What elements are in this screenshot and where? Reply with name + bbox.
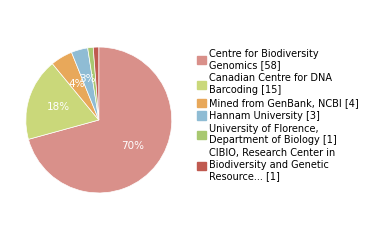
Wedge shape xyxy=(71,48,99,120)
Text: 18%: 18% xyxy=(47,102,70,112)
Wedge shape xyxy=(26,64,99,139)
Wedge shape xyxy=(88,47,99,120)
Text: 70%: 70% xyxy=(121,141,144,151)
Text: 3%: 3% xyxy=(79,74,96,84)
Text: 4%: 4% xyxy=(69,79,86,89)
Legend: Centre for Biodiversity
Genomics [58], Canadian Centre for DNA
Barcoding [15], M: Centre for Biodiversity Genomics [58], C… xyxy=(195,47,361,183)
Wedge shape xyxy=(28,47,172,193)
Wedge shape xyxy=(52,52,99,120)
Wedge shape xyxy=(93,47,99,120)
